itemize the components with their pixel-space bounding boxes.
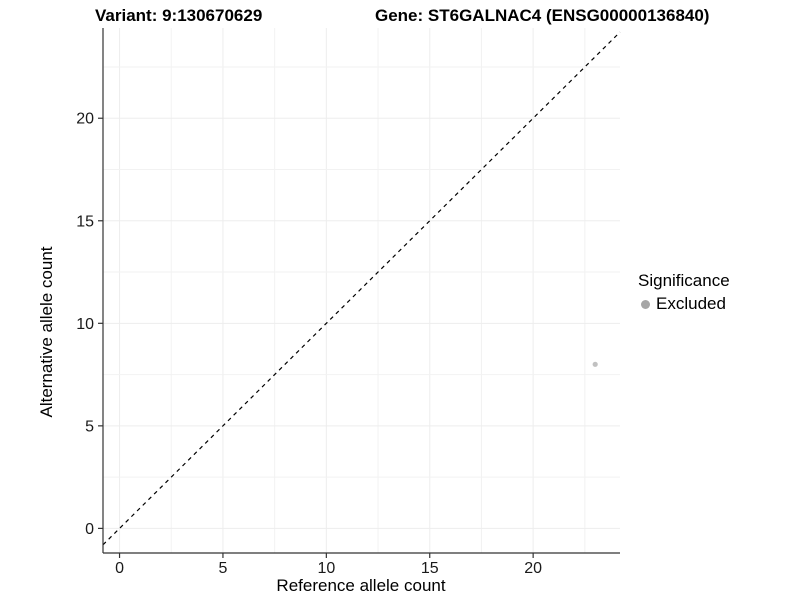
x-tick-label: 10	[317, 560, 335, 577]
data-point	[592, 361, 598, 367]
variant-title: Variant: 9:130670629	[95, 6, 263, 25]
x-tick-label: 0	[115, 560, 124, 577]
y-tick-label: 5	[85, 418, 94, 435]
y-tick-label: 15	[76, 213, 94, 230]
x-tick-label: 5	[218, 560, 227, 577]
identity-line	[102, 31, 621, 546]
gene-title: Gene: ST6GALNAC4 (ENSG00000136840)	[375, 6, 710, 25]
legend: Significance Excluded	[638, 271, 730, 314]
legend-item-excluded: Excluded	[638, 294, 730, 314]
legend-title: Significance	[638, 271, 730, 290]
y-tick-label: 0	[85, 521, 94, 538]
x-tick-label: 20	[524, 560, 542, 577]
y-tick-label: 20	[76, 111, 94, 128]
excluded-point-icon	[641, 299, 650, 309]
legend-item-label: Excluded	[656, 294, 726, 313]
x-tick-label: 15	[421, 560, 439, 577]
y-axis-title: Alternative allele count	[37, 246, 56, 418]
x-axis-title: Reference allele count	[276, 576, 446, 595]
y-tick-label: 10	[76, 316, 94, 333]
